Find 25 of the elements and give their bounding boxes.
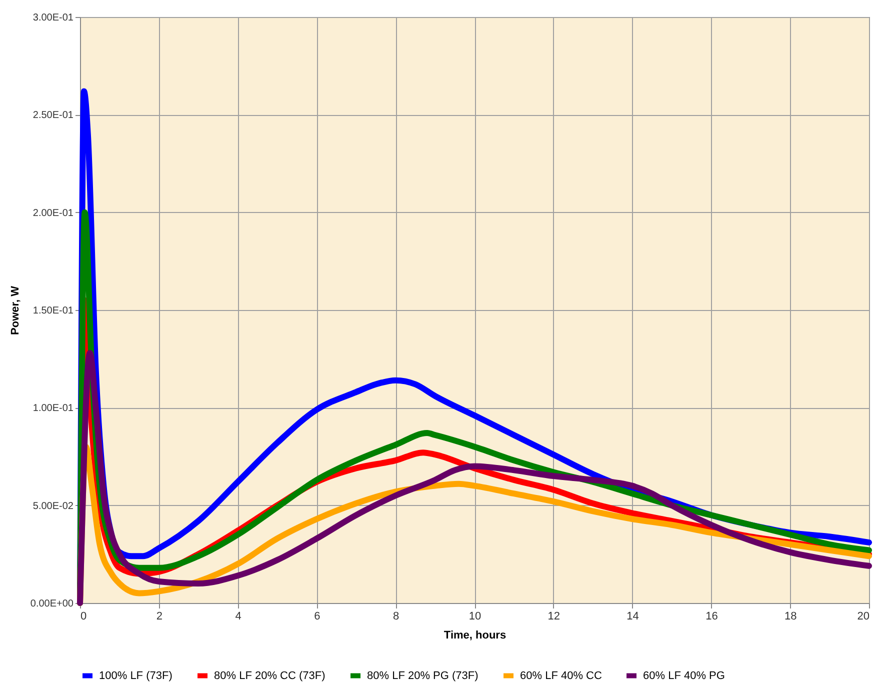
y-tick-label: 1.00E-01: [32, 403, 74, 414]
y-tick-label: 2.50E-01: [32, 110, 74, 122]
y-tick-label: 0.00E+00: [30, 598, 74, 610]
x-tick-label: 16: [706, 610, 718, 622]
y-tick-label: 5.00E-02: [32, 500, 74, 512]
x-tick-label: 0: [80, 610, 87, 622]
x-tick-label: 12: [548, 610, 560, 622]
legend-label: 60% LF 40% PG: [643, 670, 725, 682]
legend-label: 60% LF 40% CC: [520, 670, 602, 682]
x-tick-label: 2: [156, 610, 162, 622]
legend-label: 80% LF 20% CC (73F): [214, 670, 326, 682]
x-tick-label: 20: [857, 610, 870, 622]
legend-label: 100% LF (73F): [99, 670, 172, 682]
y-tick-label: 1.50E-01: [32, 306, 74, 316]
x-tick-label: 10: [468, 610, 482, 622]
x-axis-title: Time, hours: [444, 630, 506, 642]
x-tick-label: 6: [314, 610, 320, 622]
y-tick-label: 2.00E-01: [32, 208, 74, 219]
legend-label: 80% LF 20% PG (73F): [367, 670, 478, 682]
x-tick-label: 18: [784, 610, 797, 622]
x-tick-label: 4: [235, 610, 242, 622]
y-tick-label: 3.00E-01: [32, 12, 74, 24]
x-tick-label: 8: [393, 610, 400, 622]
y-axis-title: Power, W: [9, 285, 22, 335]
x-tick-label: 14: [626, 610, 639, 622]
